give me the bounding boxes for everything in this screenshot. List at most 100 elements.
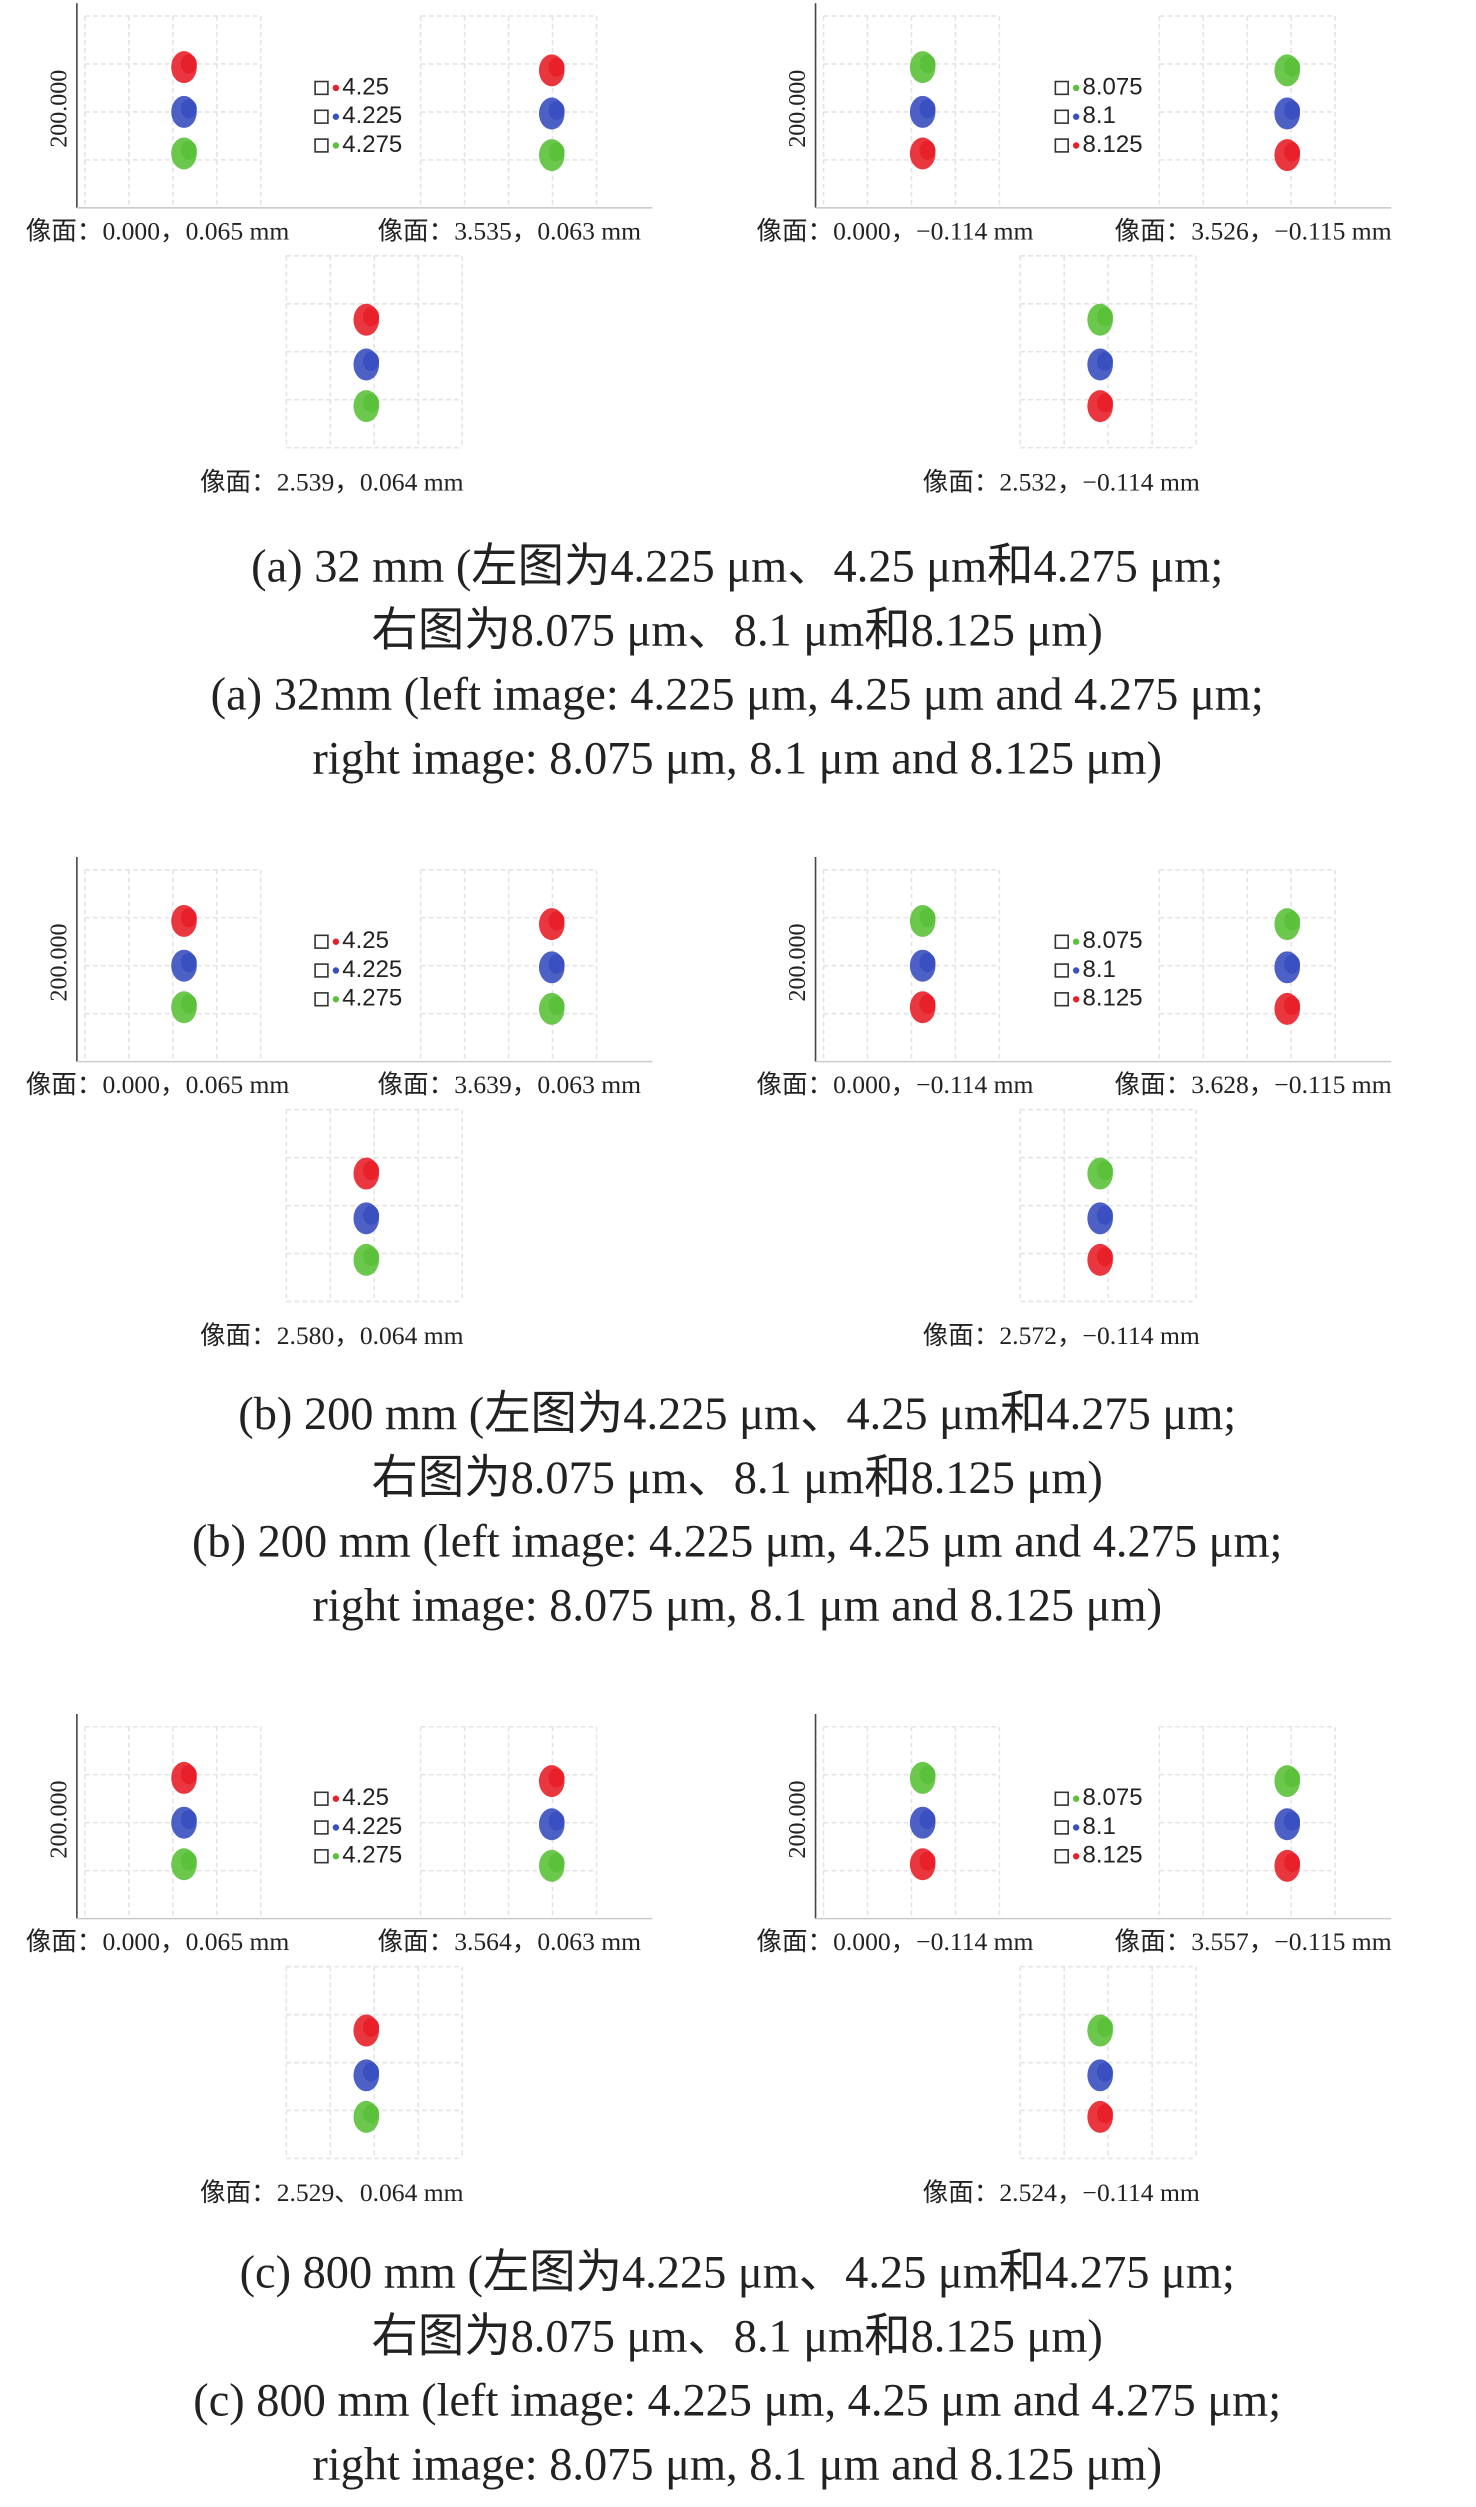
legend-label: 8.075 (1083, 1784, 1143, 1811)
field-label: 像面：2.529、0.064 mm (200, 2178, 464, 2207)
field-label: 像面：2.572，−0.114 mm (923, 1321, 1200, 1350)
spot (548, 954, 565, 974)
field-label: 像面：3.564，0.063 mm (377, 1927, 641, 1956)
spot (180, 54, 197, 74)
caption-zh: (b) 200 mm (左图为4.225 μm、4.25 μm和4.275 μm… (238, 1389, 1236, 1440)
spot (363, 2062, 380, 2082)
field-label: 像面：0.000，−0.114 mm (756, 1070, 1033, 1099)
legend-marker (332, 967, 340, 974)
spot (363, 351, 380, 371)
legend-marker (1072, 1795, 1080, 1802)
legend-label: 4.225 (342, 956, 402, 983)
legend-marker (314, 963, 329, 978)
spot (363, 1205, 380, 1225)
field-label: 像面：3.628，−0.115 mm (1115, 1070, 1392, 1099)
legend-marker (332, 938, 340, 945)
spot (363, 393, 380, 413)
axis-label: 200.000 (46, 924, 72, 1002)
spot (1096, 1205, 1113, 1225)
spot (1284, 1853, 1300, 1873)
legend-marker (332, 113, 340, 120)
spot (1096, 306, 1113, 327)
legend-marker (332, 142, 340, 149)
spot (363, 2104, 380, 2124)
spot (548, 911, 565, 931)
legend-marker (1054, 1791, 1069, 1806)
legend-marker (332, 84, 340, 92)
legend-marker (332, 1795, 340, 1802)
legend-marker (314, 1791, 329, 1806)
caption-zh: (c) 800 mm (左图为4.225 μm、4.25 μm和4.275 μm… (240, 2247, 1235, 2298)
spot (1284, 57, 1300, 77)
legend-marker (314, 138, 329, 153)
legend-label: 4.25 (342, 927, 389, 954)
spot (919, 994, 936, 1014)
spot (548, 100, 565, 120)
caption-en: (c) 800 mm (left image: 4.225 μm, 4.25 μ… (193, 2375, 1281, 2426)
spot (363, 1247, 380, 1267)
legend-marker (1054, 138, 1069, 153)
field-label: 像面：0.000，0.065 mm (26, 1070, 290, 1099)
field-label: 像面：2.580，0.064 mm (200, 1321, 464, 1350)
legend-label: 4.275 (342, 1842, 402, 1869)
caption-en: right image: 8.075 μm, 8.1 μm and 8.125 … (312, 1581, 1162, 1632)
spot (1096, 1247, 1113, 1267)
legend-marker (332, 1853, 340, 1860)
spot (180, 994, 197, 1014)
field-label: 像面：0.000，−0.114 mm (756, 216, 1033, 245)
legend-label: 4.225 (342, 1813, 402, 1840)
spot (1284, 1768, 1300, 1788)
field-label: 像面：2.539，0.064 mm (200, 467, 464, 496)
field-label: 像面：0.000，0.065 mm (26, 216, 290, 245)
spot (1284, 142, 1300, 162)
spot (1096, 351, 1113, 371)
legend-marker (1054, 109, 1069, 124)
spot (1284, 911, 1300, 931)
legend-marker (1072, 1853, 1080, 1860)
legend-marker (1072, 996, 1080, 1003)
caption-zh: 右图为8.075 μm、8.1 μm和8.125 μm) (372, 605, 1103, 656)
field-label: 像面：2.524，−0.114 mm (923, 2178, 1200, 2207)
spot (919, 908, 936, 928)
axis-label: 200.000 (785, 924, 811, 1002)
spot (1096, 2062, 1113, 2082)
field-label: 像面：3.535，0.063 mm (377, 216, 641, 245)
legend-marker (1054, 934, 1069, 949)
spot (1284, 996, 1300, 1016)
spot (180, 1851, 197, 1871)
spot (1096, 2017, 1113, 2037)
caption-en: (b) 200 mm (left image: 4.225 μm, 4.25 μ… (192, 1517, 1282, 1568)
legend-marker (314, 109, 329, 124)
spot (919, 1851, 936, 1871)
legend-marker (1072, 938, 1080, 945)
legend-label: 4.225 (342, 102, 402, 129)
legend-label: 4.275 (342, 985, 402, 1012)
spot (1096, 2104, 1113, 2124)
axis-label: 200.000 (46, 1781, 72, 1859)
spot (1096, 1160, 1113, 1180)
field-label: 像面：3.526，−0.115 mm (1115, 216, 1392, 245)
spot (548, 996, 565, 1016)
spot (180, 99, 197, 119)
spot (180, 952, 197, 973)
legend-marker (314, 934, 329, 949)
caption-zh: (a) 32 mm (左图为4.225 μm、4.25 μm和4.275 μm; (251, 541, 1223, 592)
spot (919, 1809, 936, 1830)
legend-label: 8.125 (1083, 1842, 1143, 1869)
legend-marker (1072, 113, 1080, 120)
field-label: 像面：0.000，0.065 mm (26, 1927, 290, 1956)
legend-marker (1072, 142, 1080, 149)
legend-marker (314, 992, 329, 1007)
legend-label: 8.1 (1083, 1813, 1116, 1840)
spot (1284, 954, 1300, 974)
field-label: 像面：0.000，−0.114 mm (756, 1927, 1033, 1956)
axis-label: 200.000 (785, 1781, 811, 1859)
legend-label: 4.25 (342, 73, 389, 100)
spot (363, 2017, 380, 2037)
field-label: 像面：2.532，−0.114 mm (923, 467, 1200, 496)
legend-label: 4.275 (342, 131, 402, 158)
legend-label: 8.125 (1083, 985, 1143, 1012)
spot (180, 140, 197, 160)
spot (548, 57, 565, 77)
